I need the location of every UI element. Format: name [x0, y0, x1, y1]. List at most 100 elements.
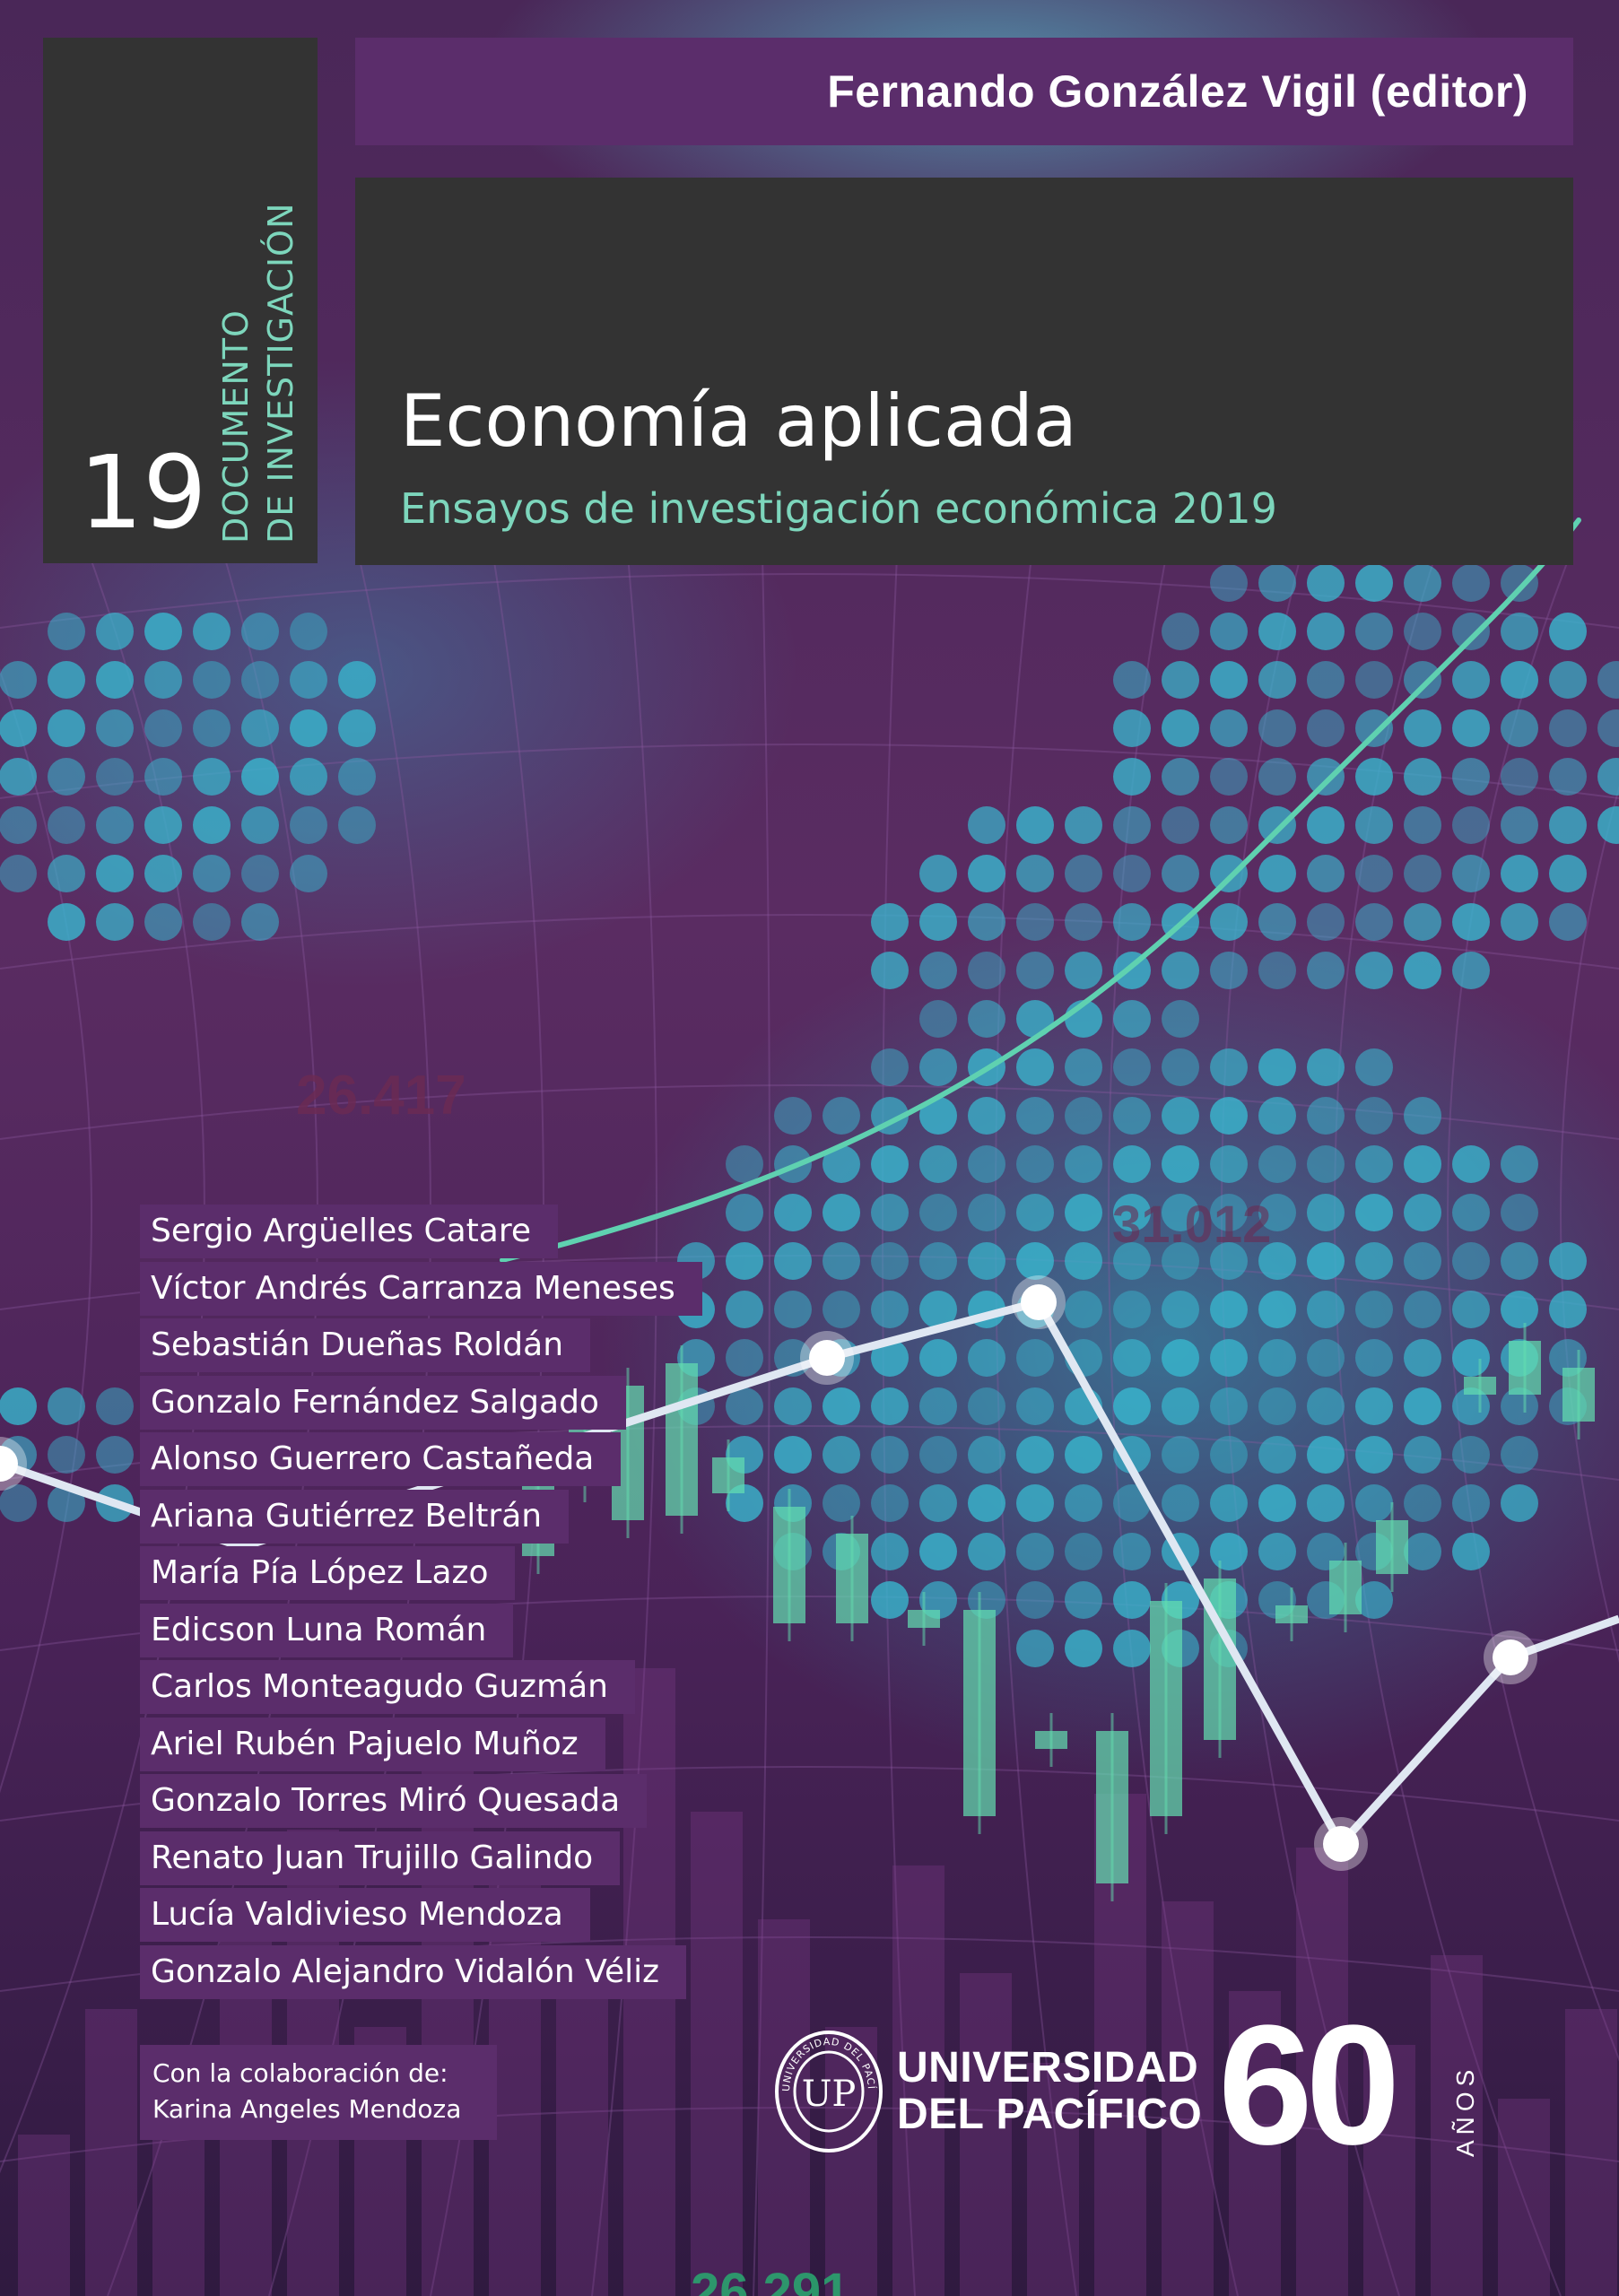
map-dot [726, 1194, 763, 1231]
map-dot [290, 613, 327, 650]
map-dot [241, 709, 279, 747]
map-dot [1210, 1436, 1248, 1474]
grid-line [995, 555, 1077, 2296]
map-dot [823, 1097, 860, 1135]
map-dot [1501, 855, 1538, 892]
map-dot [1404, 806, 1441, 844]
map-dot [871, 1242, 909, 1280]
author-name: Gonzalo Alejandro Vidalón Véliz [140, 1945, 687, 1999]
map-dot [968, 1097, 1005, 1135]
map-dot [96, 1436, 134, 1474]
map-dot [726, 1291, 763, 1328]
map-dot [144, 613, 182, 650]
map-dot [1016, 1630, 1054, 1667]
svg-text:UP: UP [802, 2074, 857, 2115]
map-dot [968, 1533, 1005, 1570]
map-dot [1258, 758, 1296, 796]
map-dot [1162, 758, 1199, 796]
map-dot [919, 1000, 957, 1038]
volume-bar [1229, 1991, 1281, 2296]
map-dot [968, 1000, 1005, 1038]
map-dot [193, 758, 231, 796]
map-dot [871, 1581, 909, 1619]
map-dot [1210, 1048, 1248, 1086]
map-dot [1162, 952, 1199, 989]
map-dot [1501, 1242, 1538, 1280]
map-dot [1501, 806, 1538, 844]
map-dot [48, 613, 85, 650]
map-dot [1597, 758, 1619, 796]
map-dot [774, 1436, 812, 1474]
map-dot [1016, 1194, 1054, 1231]
map-dot [1355, 1097, 1393, 1135]
map-dot [968, 1194, 1005, 1231]
map-dot [1307, 1097, 1345, 1135]
grid-line [0, 914, 1619, 970]
map-dot [1355, 1581, 1393, 1619]
map-dot [1016, 1484, 1054, 1522]
map-dot [919, 1242, 957, 1280]
map-dot [919, 855, 957, 892]
book-subtitle: Ensayos de investigación económica 2019 [400, 484, 1277, 533]
map-dot [1065, 1630, 1102, 1667]
background-volume-bars [18, 1668, 1617, 2296]
map-dot [1016, 1533, 1054, 1570]
map-dot [1162, 1387, 1199, 1425]
map-dot [1549, 903, 1587, 941]
map-dot [1258, 1145, 1296, 1183]
map-dot [1016, 1387, 1054, 1425]
map-dot [968, 1581, 1005, 1619]
map-dot [1404, 661, 1441, 699]
map-dot [774, 1242, 812, 1280]
map-dot [338, 758, 376, 796]
map-dot [1258, 1387, 1296, 1425]
map-dot [1355, 758, 1393, 796]
map-dot [1355, 1242, 1393, 1280]
background-figure: 26.291 [691, 2263, 849, 2296]
map-dot [1404, 1339, 1441, 1377]
author-name: Carlos Monteagudo Guzmán [140, 1660, 635, 1714]
map-dot [919, 1097, 957, 1135]
map-dot [1016, 855, 1054, 892]
map-dot [1113, 1097, 1151, 1135]
map-dot [823, 1387, 860, 1425]
map-dot [1501, 903, 1538, 941]
map-dot [871, 1339, 909, 1377]
map-dot [968, 1436, 1005, 1474]
map-dot [1404, 758, 1441, 796]
map-dot [1355, 1291, 1393, 1328]
map-dot [1549, 758, 1587, 796]
map-dot [1452, 806, 1490, 844]
map-dot [1065, 1436, 1102, 1474]
map-dot [48, 855, 85, 892]
map-dot [726, 1242, 763, 1280]
world-map-dots [0, 564, 1619, 1667]
volume-bar [85, 2009, 137, 2296]
map-dot [1501, 1484, 1538, 1522]
map-dot [1355, 1387, 1393, 1425]
map-dot [1355, 806, 1393, 844]
series-box: 19 DOCUMENTO DE INVESTIGACIÓN [43, 38, 318, 563]
map-dot [823, 1242, 860, 1280]
map-dot [1016, 1581, 1054, 1619]
map-dot [1452, 1339, 1490, 1377]
map-dot [1258, 855, 1296, 892]
map-dot [1113, 1291, 1151, 1328]
map-dot [1404, 1145, 1441, 1183]
map-dot [774, 1194, 812, 1231]
map-dot [968, 903, 1005, 941]
map-dot [1355, 952, 1393, 989]
map-dot [290, 855, 327, 892]
map-dot [1549, 709, 1587, 747]
map-dot [241, 855, 279, 892]
map-dot [1210, 709, 1248, 747]
map-dot [144, 709, 182, 747]
map-dot [1258, 564, 1296, 602]
map-dot [144, 758, 182, 796]
map-dot [919, 1436, 957, 1474]
series-number: 19 [79, 435, 207, 552]
map-dot [1210, 903, 1248, 941]
map-dot [1210, 1194, 1248, 1231]
map-dot [1258, 1291, 1296, 1328]
map-dot [1404, 855, 1441, 892]
